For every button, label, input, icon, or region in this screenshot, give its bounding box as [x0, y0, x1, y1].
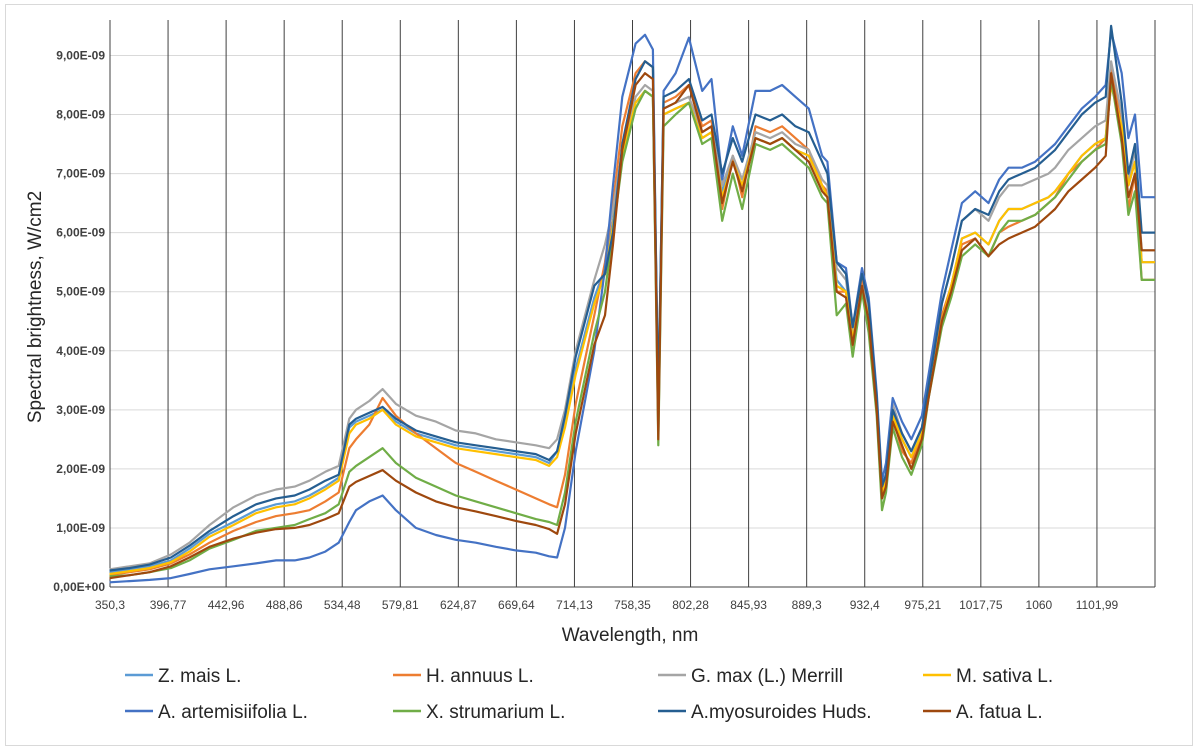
axes: 0,00E+00 1,00E-09 2,00E-09 3,00E-09 4,00E-09… [53, 48, 1155, 612]
y-tick-label: 3,00E-09 [56, 403, 105, 417]
y-tick-label: 6,00E-09 [56, 226, 105, 240]
series-line-2 [109, 60, 1155, 571]
x-tick-label: 350,3 [95, 598, 125, 612]
y-tick-label: 7,00E-09 [56, 167, 105, 181]
x-tick-label: 579,81 [382, 598, 419, 612]
y-tick-label: 1,00E-09 [56, 521, 105, 535]
x-tick-label: 932,4 [850, 598, 880, 612]
x-tick-label: 534,48 [324, 598, 361, 612]
series-line-7 [109, 72, 1155, 580]
legend-label: M. sativa L. [956, 666, 1053, 687]
x-tick-label: 396,77 [150, 598, 187, 612]
x-axis-title: Wavelength, nm [562, 625, 699, 646]
y-tick-label: 0,00E+00 [53, 580, 105, 594]
legend-label: A. fatua L. [956, 702, 1043, 723]
series-lines [109, 24, 1155, 584]
y-axis-title: Spectral brightness, W/cm2 [25, 191, 46, 423]
series-line-5 [109, 77, 1155, 578]
chart-frame [5, 4, 1193, 746]
x-tick-label: 669,64 [498, 598, 535, 612]
x-tick-label: 845,93 [730, 598, 767, 612]
legend-label: A. artemisiifolia L. [158, 702, 308, 723]
y-tick-label: 5,00E-09 [56, 285, 105, 299]
x-tick-label: 889,3 [792, 598, 822, 612]
legend-label: G. max (L.) Merrill [691, 666, 843, 687]
legend-label: H. annuus L. [426, 666, 534, 687]
y-tick-label: 9,00E-09 [56, 48, 105, 62]
x-tick-label: 1101,99 [1076, 598, 1119, 612]
y-tick-label: 2,00E-09 [56, 462, 105, 476]
x-tick-label: 1017,75 [959, 598, 1003, 612]
y-tick-label: 4,00E-09 [56, 344, 105, 358]
x-tick-label: 624,87 [440, 598, 477, 612]
x-tick-label: 802,28 [672, 598, 709, 612]
x-tick-label: 758,35 [614, 598, 651, 612]
legend-label: X. strumarium L. [426, 702, 565, 723]
x-tick-label: 488,86 [266, 598, 303, 612]
series-line-6 [109, 24, 1155, 572]
y-tick-label: 8,00E-09 [56, 108, 105, 122]
x-tick-label: 442,96 [208, 598, 245, 612]
x-tick-label: 714,13 [556, 598, 593, 612]
legend-label: Z. mais L. [158, 666, 241, 687]
x-tick-label: 975,21 [904, 598, 941, 612]
legend: Z. mais L. H. annuus L. G. max (L.) Merril… [125, 666, 1053, 723]
legend-label: A.myosuroides Huds. [691, 702, 872, 723]
x-tick-label: 1060 [1026, 598, 1053, 612]
